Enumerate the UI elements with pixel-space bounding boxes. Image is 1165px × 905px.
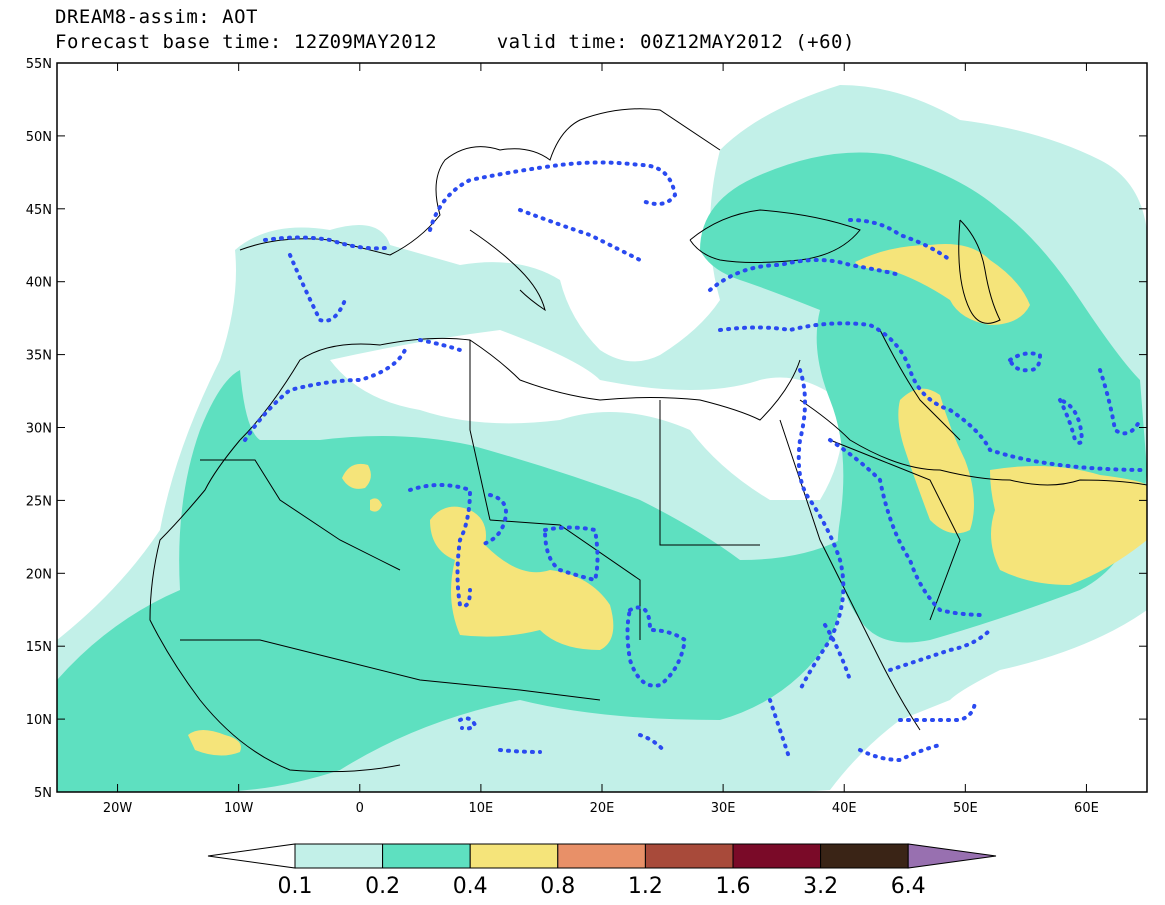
dotted-contour-alps <box>428 160 678 232</box>
aot-dotted-contours <box>243 160 1147 763</box>
lat-label: 40N <box>26 276 52 291</box>
colorbar-segment <box>469 843 559 869</box>
colorbar-level-label: 3.2 <box>803 874 838 899</box>
border-iran-iraq <box>879 329 961 441</box>
colorbar-level-label: 0.2 <box>365 874 400 899</box>
colorbar-segment <box>820 843 909 869</box>
lon-label: 50E <box>953 801 978 816</box>
border-sahel <box>180 639 601 701</box>
dotted-contour-central-africa <box>498 733 667 754</box>
border-niger-chad <box>489 519 641 640</box>
aot-band-0.4-caucasus <box>855 244 1030 325</box>
dotted-contour-caucasus <box>848 218 952 262</box>
coastline-west-africa <box>149 439 401 773</box>
aot-band-0.4-oman <box>990 466 1147 585</box>
lat-label: 25N <box>26 494 52 509</box>
dotted-contour-gulf-of-aden <box>858 743 942 763</box>
lon-label: 60E <box>1074 801 1099 816</box>
aot-band-0.4-sahara-west <box>342 463 371 489</box>
border-mali <box>200 459 401 571</box>
coastline-arabia <box>799 399 1147 486</box>
colorbar-segment <box>294 843 384 869</box>
colorbar-level-label: 0.4 <box>453 874 488 899</box>
lon-label: 10W <box>224 801 254 816</box>
aot-shading <box>57 63 1147 792</box>
colorbar-level-label: 0.1 <box>278 874 313 899</box>
lon-label: 0 <box>356 801 364 816</box>
dotted-contour-east-africa <box>768 623 852 762</box>
dotted-contour-levant <box>796 368 846 692</box>
colorbar-level-label: 1.6 <box>716 874 751 899</box>
lat-label: 50N <box>26 130 52 145</box>
map-title: DREAM8-assim: AOT <box>55 6 258 28</box>
lat-label: 30N <box>26 422 52 437</box>
dotted-contour-horn <box>888 628 992 722</box>
lat-label: 55N <box>26 57 52 72</box>
coastline-caspian <box>958 219 1001 324</box>
coastline-black-sea <box>689 209 861 263</box>
lon-label: 20E <box>590 801 615 816</box>
lat-label: 20N <box>26 567 52 582</box>
aot-colorbar: 0.1 0.2 0.4 0.8 1.2 1.6 3.2 6.4 <box>207 843 997 899</box>
lon-label: 10E <box>469 801 494 816</box>
coastline-europe <box>239 108 721 256</box>
dotted-contour-maghreb <box>243 338 462 442</box>
longitude-axis: 20W 10W 0 10E 20E 30E 40E 50E 60E <box>103 63 1099 816</box>
forecast-time-subtitle: Forecast base time: 12Z09MAY2012 valid t… <box>55 31 855 53</box>
dotted-contour-darfur <box>625 605 688 688</box>
border-algeria-libya <box>469 340 491 521</box>
border-libya-egypt <box>659 400 760 546</box>
lat-label: 10N <box>26 713 52 728</box>
coastline-italy <box>469 229 546 312</box>
colorbar-below-arrow <box>207 843 296 869</box>
colorbar-level-label: 0.8 <box>540 874 575 899</box>
dotted-contour-sahara <box>408 483 508 608</box>
colorbar-level-label: 6.4 <box>891 874 926 899</box>
aot-band-0.4-guinea <box>188 730 241 756</box>
aot-band-0.4-arabia <box>898 388 974 534</box>
coastline-north-africa <box>239 337 801 441</box>
border-saudi <box>829 439 961 621</box>
lat-label: 35N <box>26 349 52 364</box>
colorbar-segment <box>732 843 822 869</box>
aot-band-0.4-small <box>370 498 382 512</box>
dotted-contour-nigeria <box>458 716 478 731</box>
aot-band-0.2-africa <box>57 370 844 792</box>
aot-clear-area <box>330 330 843 500</box>
colorbar-segment <box>382 843 471 869</box>
latitude-axis: 55N 50N 45N 40N 35N 30N 25N 20N 15N 10N 5N <box>26 57 1147 801</box>
lat-label: 45N <box>26 203 52 218</box>
colorbar-segment <box>644 843 734 869</box>
dotted-contour-anatolia <box>708 258 1147 472</box>
lat-label: 15N <box>26 640 52 655</box>
aot-band-0.4-sahara-central <box>430 506 614 650</box>
lon-label: 20W <box>103 801 133 816</box>
dotted-contour-iberia <box>263 235 387 323</box>
colorbar-segment <box>557 843 646 869</box>
dotted-contour-iran-east <box>1058 368 1142 445</box>
colorbar-level-label: 1.2 <box>628 874 663 899</box>
lat-label: 5N <box>34 786 52 801</box>
lon-label: 40E <box>832 801 857 816</box>
colorbar-above-arrow <box>907 843 997 869</box>
dotted-contour-iran-small <box>1008 351 1043 373</box>
dotted-contour-balkans <box>518 208 642 262</box>
lon-label: 30E <box>711 801 736 816</box>
dotted-contour-arabia-west <box>828 438 987 617</box>
